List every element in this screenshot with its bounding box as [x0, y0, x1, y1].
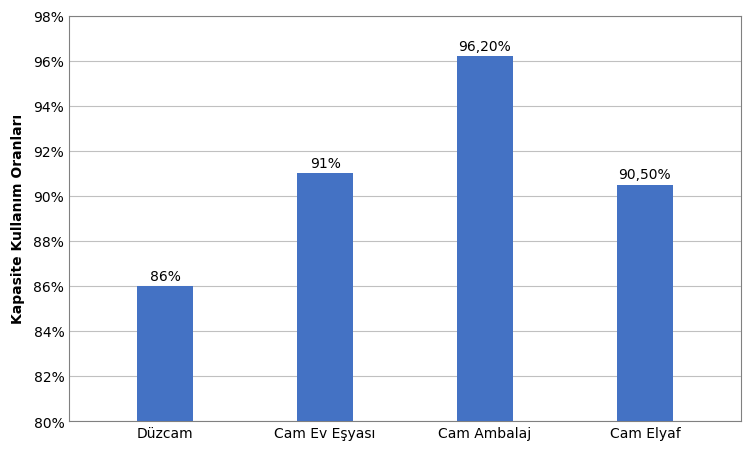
Bar: [137, 286, 193, 451]
Bar: [457, 57, 513, 451]
Bar: [297, 174, 353, 451]
Bar: [617, 185, 673, 451]
Text: 91%: 91%: [310, 156, 341, 170]
Text: 90,50%: 90,50%: [619, 168, 672, 182]
Text: 86%: 86%: [150, 269, 180, 283]
Y-axis label: Kapasite Kullanım Oranları: Kapasite Kullanım Oranları: [11, 114, 25, 324]
Text: 96,20%: 96,20%: [459, 40, 511, 54]
